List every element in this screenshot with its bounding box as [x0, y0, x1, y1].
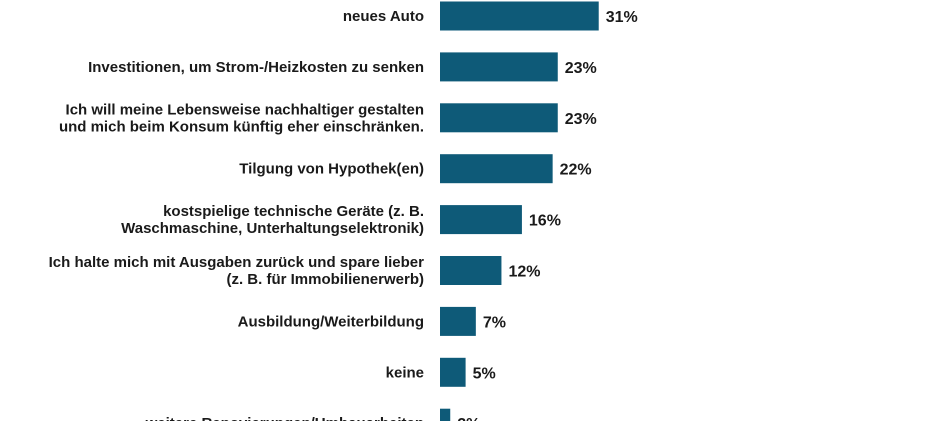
- category-label: Ich will meine Lebensweise nachhaltiger …: [66, 101, 424, 118]
- value-label: 7%: [483, 314, 506, 331]
- bar: [440, 154, 553, 184]
- value-label: 5%: [473, 365, 496, 382]
- value-label: 31%: [606, 9, 638, 26]
- value-label: 23%: [565, 111, 597, 128]
- value-label: 22%: [560, 162, 592, 179]
- value-label: 2%: [457, 416, 480, 421]
- category-label: weitere Renovierungen/Umbauarbeiten: [145, 415, 424, 421]
- category-label: Ausbildung/Weiterbildung: [238, 313, 424, 330]
- category-label: keine: [386, 364, 424, 381]
- bar: [440, 52, 558, 82]
- category-label: Investitionen, um Strom-/Heizkosten zu s…: [88, 59, 424, 76]
- bar: [440, 306, 476, 336]
- category-label: Tilgung von Hypothek(en): [239, 161, 424, 178]
- category-label: Ich halte mich mit Ausgaben zurück und s…: [49, 254, 425, 271]
- category-label: neues Auto: [343, 8, 424, 25]
- category-label: Waschmaschine, Unterhaltungselektronik): [121, 220, 424, 237]
- bar: [440, 103, 558, 133]
- category-label: (z. B. für Immobilienerwerb): [226, 271, 424, 288]
- bar: [440, 256, 502, 285]
- bar: [440, 1, 599, 31]
- bar: [440, 357, 466, 387]
- category-label: kostspielige technische Geräte (z. B.: [163, 203, 424, 220]
- bar: [440, 408, 451, 421]
- value-label: 16%: [529, 213, 561, 230]
- category-label: und mich beim Konsum künftig eher einsch…: [59, 118, 424, 135]
- value-label: 12%: [508, 264, 540, 281]
- bar: [440, 205, 522, 235]
- value-label: 23%: [565, 60, 597, 77]
